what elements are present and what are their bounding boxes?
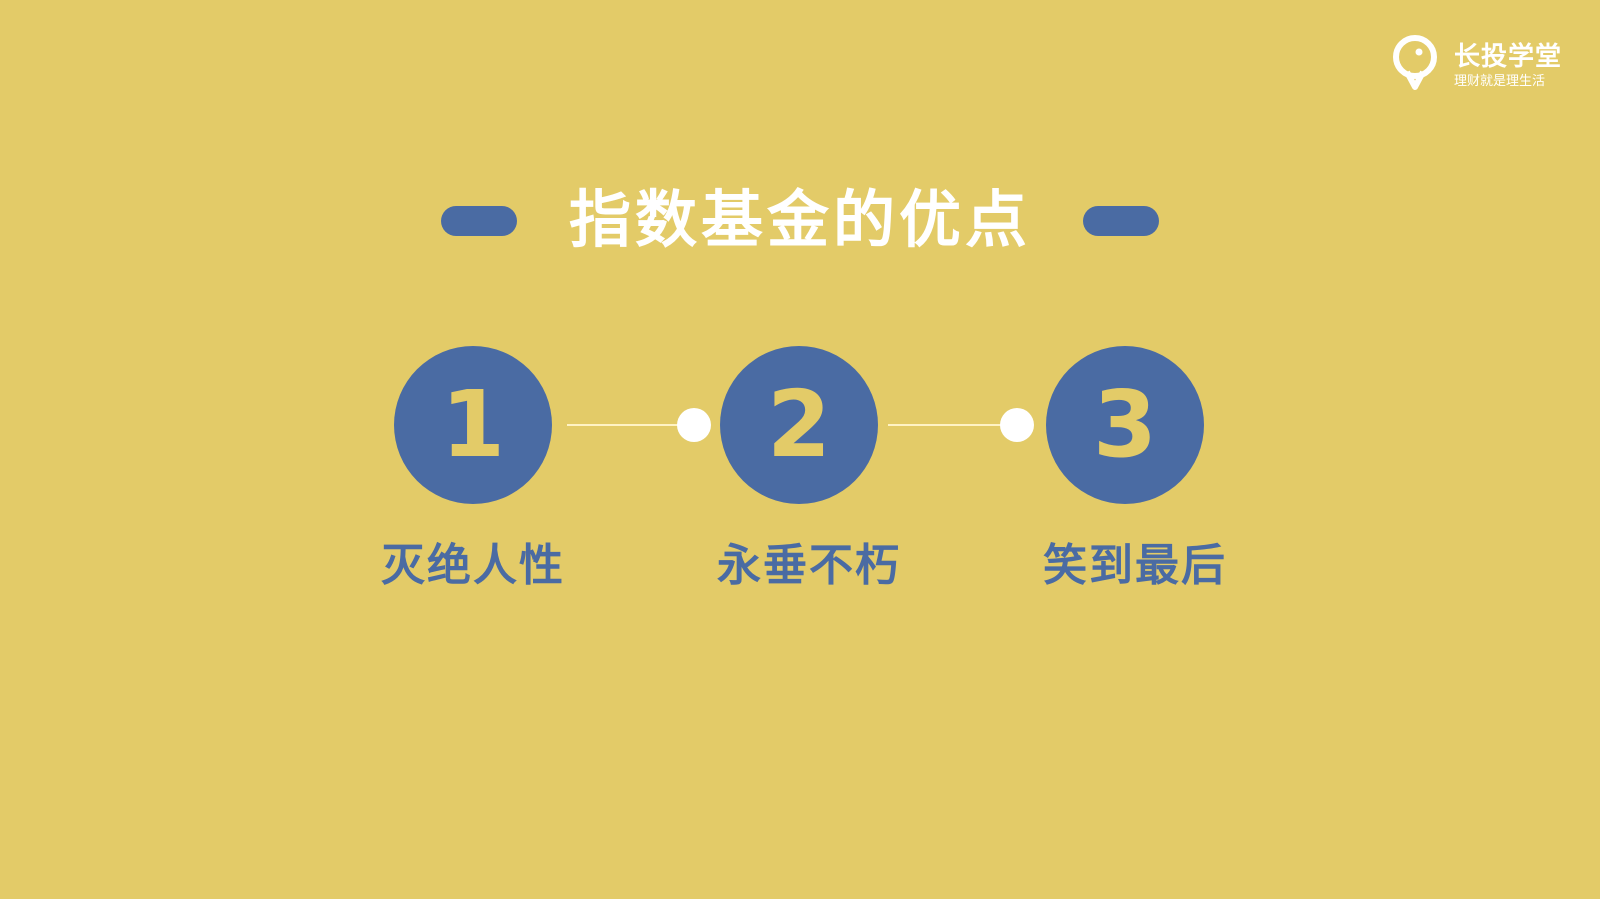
- brand-name: 长投学堂: [1454, 42, 1563, 72]
- connector-dot-1: [677, 408, 711, 442]
- step-2-number: 2: [720, 346, 878, 504]
- step-connector-1: [567, 424, 693, 426]
- title-decoration-left: [441, 206, 517, 236]
- page-title: 指数基金的优点: [568, 183, 1031, 256]
- step-2-label: 永垂不朽: [717, 540, 901, 591]
- brand-slogan: 理财就是理生活: [1454, 74, 1546, 89]
- step-3-label: 笑到最后: [1043, 540, 1227, 591]
- title-decoration-right: [1083, 206, 1159, 236]
- step-1-label: 灭绝人性: [381, 540, 565, 591]
- step-3-number: 3: [1046, 346, 1204, 504]
- connector-dot-2: [1000, 408, 1034, 442]
- step-connector-2: [888, 424, 1018, 426]
- brand-logo: 长投学堂 理财就是理生活: [1390, 32, 1570, 92]
- step-1-number: 1: [394, 346, 552, 504]
- lightbulb-logo-icon: [1393, 35, 1437, 90]
